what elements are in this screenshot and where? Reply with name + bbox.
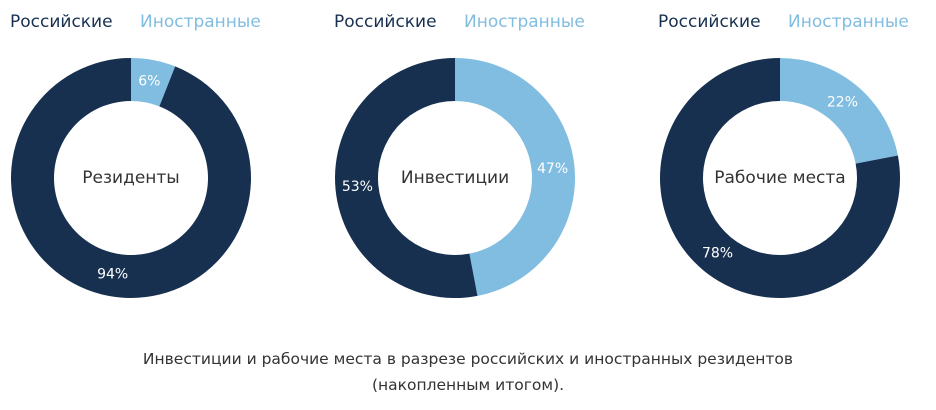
donut-slice-russian [335, 58, 478, 298]
slice-percent-label: 94% [97, 266, 128, 282]
legend: Российские Иностранные [10, 12, 283, 32]
chart-caption: Инвестиции и рабочие места в разрезе рос… [0, 346, 936, 398]
donut-slice-foreign [780, 58, 898, 164]
chart-residents: Российские Иностранные 6% 94% Резиденты [10, 0, 310, 310]
donut-chart-residents: 6% 94% Резиденты [11, 58, 252, 298]
caption-line-2: (накопленным итогом). [371, 376, 565, 394]
legend-russian: Российские [658, 12, 761, 32]
legend-russian: Российские [10, 12, 113, 32]
slice-percent-label: 22% [827, 94, 858, 110]
donut-slice-russian [660, 58, 900, 299]
donut-center-title: Рабочие места [714, 168, 845, 188]
caption-line-1: Инвестиции и рабочие места в разрезе рос… [142, 350, 794, 368]
donut-center-title: Резиденты [82, 168, 179, 188]
donut-chart-jobs: 22% 78% Рабочие места [660, 58, 900, 299]
chart-investments: Российские Иностранные 47% 53% Инвестиции [334, 0, 634, 310]
donut-slice-foreign [455, 58, 576, 296]
legend-foreign: Иностранные [463, 12, 585, 32]
slice-percent-label: 6% [138, 74, 160, 90]
donut-center-title: Инвестиции [401, 168, 509, 188]
slice-percent-label: 78% [702, 246, 733, 262]
legend: Российские Иностранные [334, 12, 607, 32]
donut-slice-russian [11, 58, 252, 298]
legend-russian: Российские [334, 12, 437, 32]
donut-slice-foreign [131, 58, 176, 107]
donut-chart-investments: 47% 53% Инвестиции [335, 58, 576, 298]
slice-percent-label: 47% [537, 161, 568, 177]
chart-jobs: Российские Иностранные 22% 78% Рабочие мес… [658, 0, 936, 310]
legend: Российские Иностранные [658, 12, 931, 32]
legend-foreign: Иностранные [139, 12, 261, 32]
slice-percent-label: 53% [342, 179, 373, 195]
legend-foreign: Иностранные [787, 12, 909, 32]
